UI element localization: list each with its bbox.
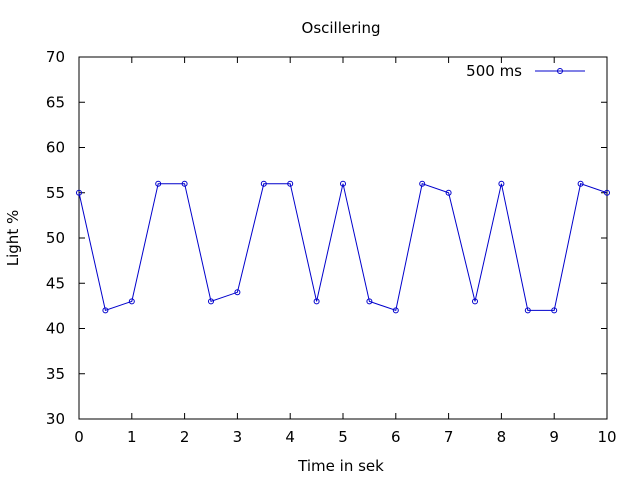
x-tick-label: 6	[391, 428, 401, 446]
y-tick-label: 60	[46, 139, 65, 157]
data-point	[524, 307, 531, 314]
x-tick-label: 10	[597, 428, 616, 446]
y-tick-label: 40	[46, 320, 65, 338]
y-tick-label: 35	[46, 365, 65, 383]
x-tick-label: 0	[74, 428, 84, 446]
y-tick-label: 55	[46, 184, 65, 202]
series-line	[78, 183, 608, 312]
series-layer	[76, 180, 610, 314]
x-tick-label: 9	[549, 428, 559, 446]
x-axis: 0 1 2 3 4 5 6 7 8 9 10	[74, 57, 617, 446]
data-point	[234, 289, 241, 296]
y-axis-label: Light %	[4, 210, 22, 266]
data-point	[102, 307, 109, 314]
data-point	[577, 180, 584, 187]
data-point	[340, 180, 346, 187]
y-tick-label: 45	[46, 274, 65, 292]
data-point	[313, 298, 320, 305]
data-point	[287, 180, 294, 187]
y-tick-label: 65	[46, 93, 65, 111]
data-point	[155, 180, 162, 187]
data-point	[260, 180, 267, 187]
legend-label: 500 ms	[466, 62, 522, 80]
data-point	[604, 189, 610, 196]
data-point	[419, 180, 426, 187]
data-point	[208, 298, 214, 305]
data-point	[498, 180, 505, 187]
x-tick-label: 4	[285, 428, 295, 446]
data-point	[445, 189, 452, 196]
x-tick-label: 2	[180, 428, 190, 446]
x-tick-label: 7	[444, 428, 454, 446]
legend: 500 ms	[466, 62, 585, 80]
data-point	[392, 307, 399, 314]
data-point	[551, 307, 558, 314]
x-tick-label: 5	[338, 428, 348, 446]
legend-marker	[557, 68, 563, 74]
x-tick-label: 8	[497, 428, 507, 446]
x-tick-label: 3	[233, 428, 243, 446]
data-point	[76, 189, 82, 196]
x-tick-label: 1	[127, 428, 137, 446]
y-tick-label: 50	[46, 229, 65, 247]
y-tick-label: 30	[46, 410, 65, 428]
y-axis: 30 35 40 45 50 55 60 65 70	[46, 48, 607, 428]
plot-area	[78, 56, 608, 420]
chart-title: Oscillering	[302, 19, 381, 37]
y-tick-label: 70	[46, 48, 65, 66]
data-point	[472, 298, 478, 305]
data-point	[128, 298, 135, 305]
x-axis-label: Time in sek	[297, 457, 384, 475]
data-point	[181, 180, 188, 187]
data-point	[366, 298, 373, 305]
